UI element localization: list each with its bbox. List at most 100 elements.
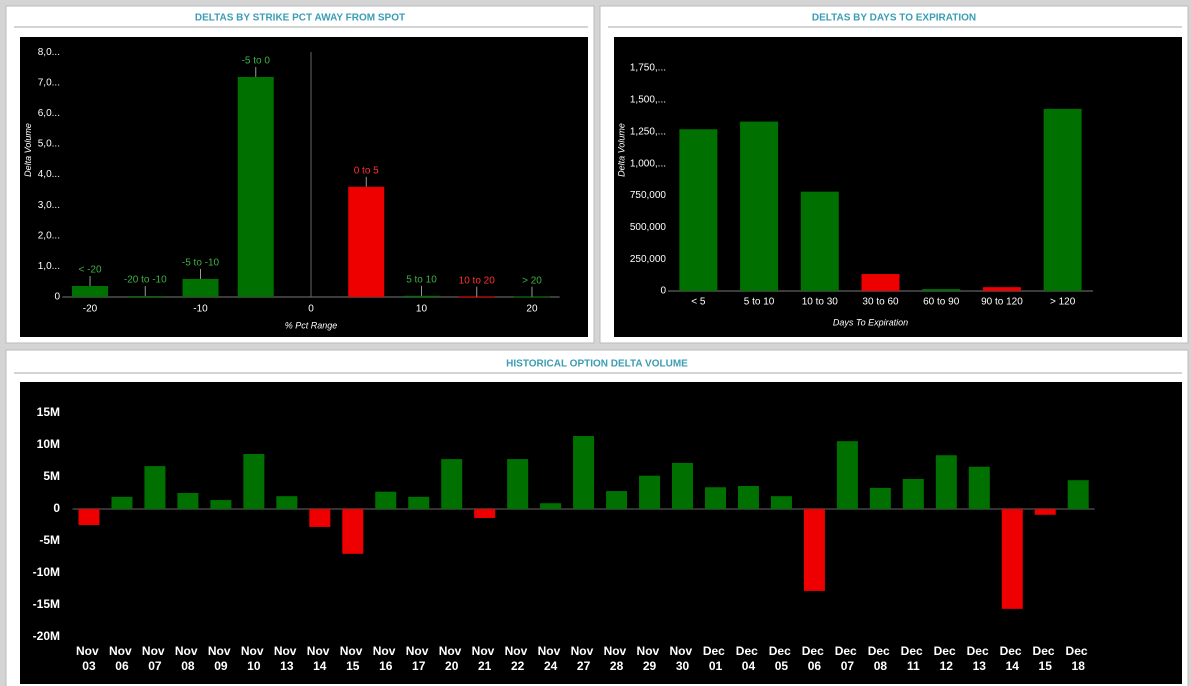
x-tick-label: Nov 09 xyxy=(208,644,234,673)
bar xyxy=(935,455,957,509)
x-tick-label: Nov 17 xyxy=(406,644,432,673)
x-tick-label: Dec 01 xyxy=(703,644,728,673)
bar xyxy=(800,191,839,291)
bar xyxy=(672,462,694,509)
x-tick-label: 30 to 60 xyxy=(862,297,899,308)
bar xyxy=(573,436,595,509)
bar-label: -5 to 0 xyxy=(242,56,271,67)
y-tick-label: 2,0... xyxy=(38,230,60,241)
x-tick-label: Dec 04 xyxy=(736,644,761,673)
chart-title: HISTORICAL OPTION DELTA VOLUME xyxy=(506,359,688,370)
y-tick-label: 500,000 xyxy=(630,222,667,233)
y-tick-label: 10M xyxy=(37,437,60,451)
x-tick-label: 90 to 120 xyxy=(981,297,1023,308)
bar xyxy=(982,287,1021,291)
bar xyxy=(441,459,463,509)
x-tick-label: Nov 16 xyxy=(373,644,399,673)
bar xyxy=(1067,480,1089,509)
x-tick-label: Nov 20 xyxy=(439,644,465,673)
bar-label: > 20 xyxy=(522,275,542,286)
bar-label: 5 to 10 xyxy=(406,274,437,285)
x-tick-label: Nov 13 xyxy=(274,644,300,673)
bar xyxy=(243,453,265,509)
y-tick-label: 7,0... xyxy=(38,77,60,88)
bar xyxy=(679,129,718,291)
y-tick-label: 6,0... xyxy=(38,108,60,119)
bar xyxy=(968,466,990,509)
y-tick-label: 0 xyxy=(53,501,60,515)
bar xyxy=(540,503,562,509)
bar xyxy=(127,296,164,298)
bar xyxy=(922,289,961,291)
y-tick-label: 1,500,... xyxy=(630,95,666,106)
bar-label: -20 to -10 xyxy=(124,275,167,286)
y-tick-label: 1,0... xyxy=(38,261,60,272)
y-tick-label: 5,0... xyxy=(38,139,60,150)
x-tick-label: Nov 29 xyxy=(637,644,663,673)
x-tick-label: Nov 08 xyxy=(175,644,201,673)
bar xyxy=(78,509,100,525)
y-tick-label: 1,000,... xyxy=(630,158,666,169)
bar xyxy=(803,509,825,591)
x-tick-label: Dec 13 xyxy=(967,644,992,673)
y-tick-label: 0 xyxy=(54,292,60,303)
y-tick-label: 15M xyxy=(37,405,60,419)
bar xyxy=(403,295,440,297)
x-tick-label: Nov 03 xyxy=(76,644,102,673)
bar xyxy=(902,478,924,509)
bar xyxy=(144,466,166,509)
bar xyxy=(861,274,900,291)
bar xyxy=(639,475,661,509)
y-tick-label: 250,000 xyxy=(630,254,667,265)
bar xyxy=(474,509,496,518)
x-tick-label: 5 to 10 xyxy=(744,297,775,308)
x-tick-label: Dec 07 xyxy=(835,644,860,673)
x-tick-label: 10 to 30 xyxy=(802,297,839,308)
bar xyxy=(237,76,274,297)
bar-label: 0 to 5 xyxy=(354,165,379,176)
x-tick-label: Dec 05 xyxy=(769,644,794,673)
bar xyxy=(276,496,298,509)
bar xyxy=(1043,108,1082,291)
x-tick-label: Nov 07 xyxy=(142,644,168,673)
x-tick-label: Nov 24 xyxy=(538,644,564,673)
x-tick-label: Dec 15 xyxy=(1033,644,1058,673)
x-tick-label: Dec 12 xyxy=(934,644,959,673)
x-tick-label: Nov 14 xyxy=(307,644,333,673)
bar xyxy=(375,491,397,509)
y-tick-label: -15M xyxy=(33,597,60,611)
x-tick-label: Nov 06 xyxy=(109,644,135,673)
bar xyxy=(458,296,495,298)
x-tick-label: Dec 18 xyxy=(1066,644,1091,673)
bar xyxy=(210,500,232,509)
y-tick-label: -10M xyxy=(33,565,60,579)
y-tick-label: -5M xyxy=(39,533,60,547)
bar xyxy=(740,121,779,291)
bar xyxy=(177,493,199,509)
bar xyxy=(836,441,858,509)
x-tick-label: 60 to 90 xyxy=(923,297,960,308)
x-tick-label: Nov 27 xyxy=(571,644,597,673)
bar xyxy=(507,459,529,509)
x-tick-label: Nov 28 xyxy=(604,644,630,673)
chart-title: DELTAS BY STRIKE PCT AWAY FROM SPOT xyxy=(195,13,405,24)
bar xyxy=(348,186,385,297)
plot-area xyxy=(20,37,588,337)
x-tick-label: Nov 22 xyxy=(505,644,531,673)
x-axis-title: % Pct Range xyxy=(285,320,338,330)
bar-label: -5 to -10 xyxy=(182,258,220,269)
x-tick-label: Dec 14 xyxy=(1000,644,1025,673)
y-tick-label: 750,000 xyxy=(630,190,667,201)
bar xyxy=(309,509,331,527)
chart-title: DELTAS BY DAYS TO EXPIRATION xyxy=(812,13,976,24)
bar xyxy=(1034,509,1056,515)
bar-label: < -20 xyxy=(78,265,102,276)
bar xyxy=(72,285,109,297)
bar xyxy=(737,485,759,509)
bar-label: 10 to 20 xyxy=(459,275,496,286)
x-tick-label: Dec 11 xyxy=(901,644,926,673)
bar xyxy=(342,509,364,554)
y-axis-title: Delta Volume xyxy=(616,123,626,177)
x-tick-label: Dec 06 xyxy=(802,644,827,673)
